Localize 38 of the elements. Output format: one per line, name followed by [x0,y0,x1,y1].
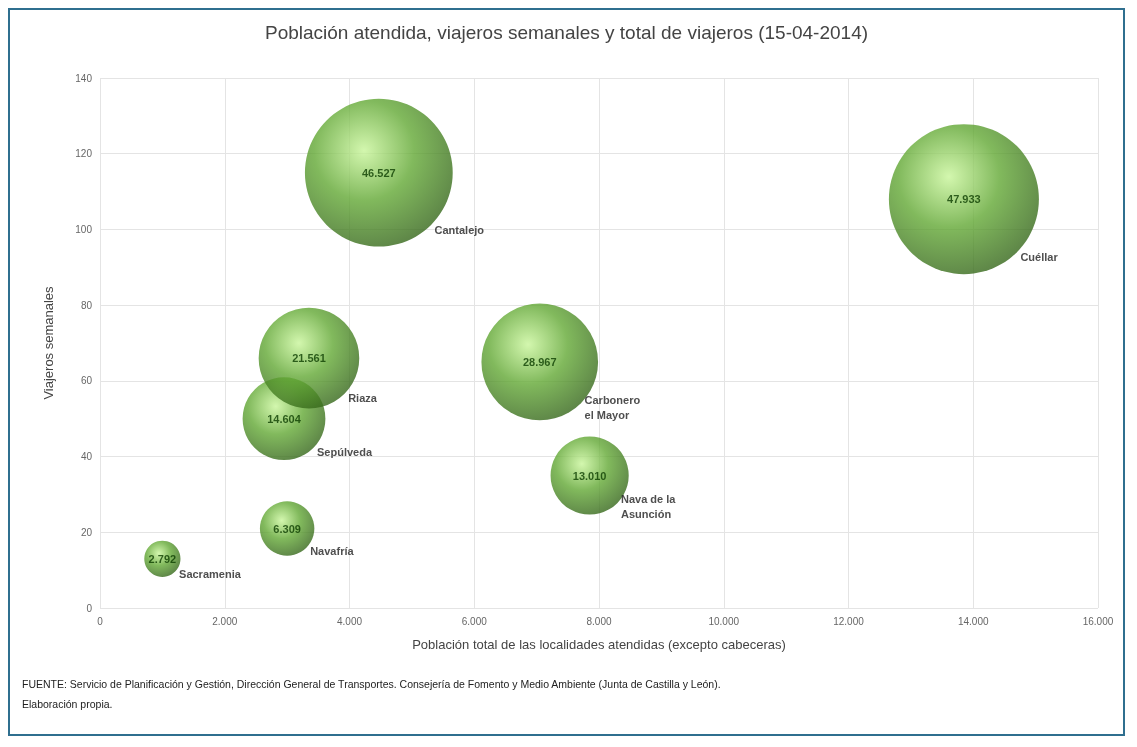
source-note: FUENTE: Servicio de Planificación y Gestión, Dirección General de Transportes. Consejería de Fomento y Medio Ambiente (Junta de Castilla y León). [22,677,721,692]
series-label: Riaza [348,391,378,404]
text: Elaboración propia. [22,697,114,712]
series-label: Cuéllar [1020,251,1059,264]
x-tick-label: 4.000 [336,615,363,627]
y-tick-label: 120 [75,148,93,160]
data-label: 13.010 [572,469,607,482]
x-tick-label: 10.000 [708,615,740,627]
x-tick-label: 0 [97,615,104,627]
data-label: 28.967 [522,355,557,368]
series-label: Sacramenia [179,568,242,581]
y-tick-label: 60 [80,375,93,387]
x-tick-label: 16.000 [1082,615,1114,627]
y-axis-title: Viajeros semanales [41,285,56,400]
data-label: 6.309 [273,522,301,535]
y-tick-label: 80 [80,299,93,311]
x-axis-title: Población total de las localidades atendidas (excepto cabeceras) [412,637,786,652]
series-label: Sepúlveda [316,445,373,458]
x-tick-label: 2.000 [212,615,238,627]
y-tick-label: 40 [80,451,93,463]
data-label: 14.604 [267,412,302,425]
data-label: 46.527 [361,166,396,179]
chart-title: Población atendida, viajeros semanales y total de viajeros (15-04-2014) [264,22,869,43]
y-tick-label: 20 [80,526,93,538]
series-label: Cantalejo [434,224,485,237]
data-label: 21.561 [292,352,326,365]
y-tick-label: 0 [86,602,93,614]
x-tick-label: 6.000 [461,615,488,627]
data-label: 2.792 [148,552,177,565]
series-label: Carbonero el Mayor [584,394,641,422]
series-label: Navafría [310,544,355,557]
y-tick-label: 100 [75,223,93,235]
x-tick-label: 8.000 [586,615,612,627]
x-tick-label: 12.000 [833,615,865,627]
x-tick-label: 14.000 [957,615,989,627]
y-tick-label: 140 [75,72,93,84]
series-label: Nava de la Asunción [621,493,677,521]
data-label: 47.933 [947,193,981,206]
